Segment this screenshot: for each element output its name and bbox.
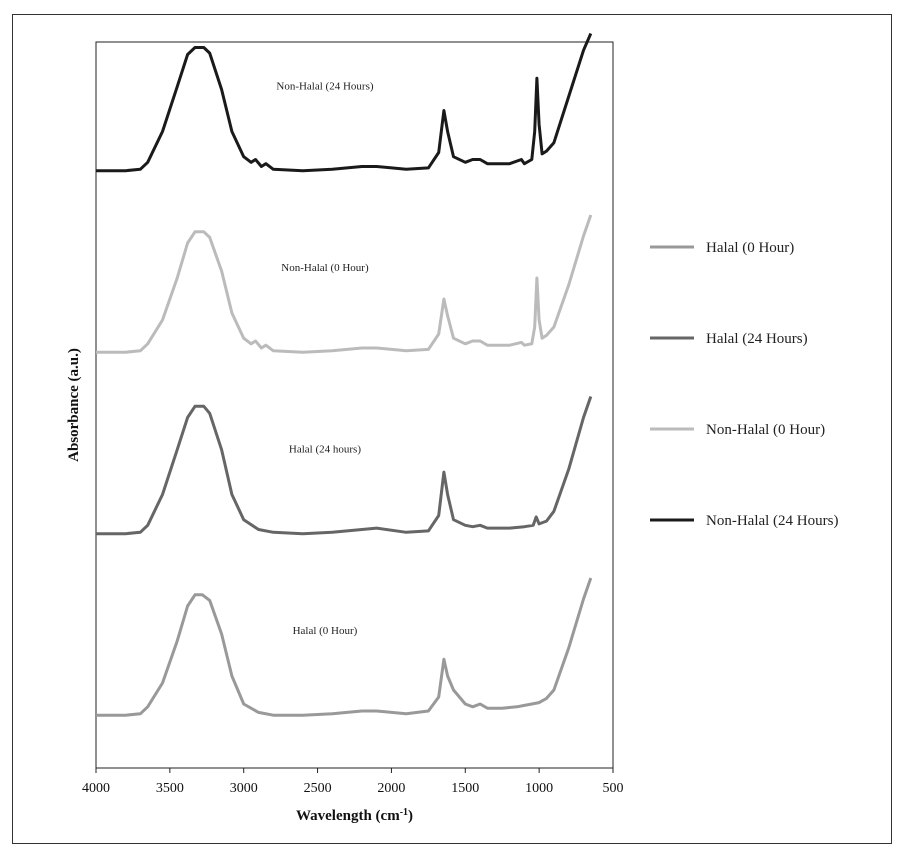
series-annotation-2: Halal (24 hours) bbox=[289, 444, 361, 456]
x-tick-label-3500: 3500 bbox=[156, 781, 184, 796]
series-annotation-3: Non-Halal (0 Hour) bbox=[281, 262, 369, 274]
x-tick-label-1500: 1500 bbox=[451, 781, 479, 796]
x-axis-title-close: ) bbox=[408, 808, 413, 824]
axes: 4000 3500 3000 2500 2000 1500 1000 500 bbox=[82, 41, 624, 796]
x-axis-title: Wavelength (cm-1) bbox=[296, 807, 413, 825]
x-tick-label-3000: 3000 bbox=[230, 781, 258, 796]
legend-label-1: Halal (0 Hour) bbox=[706, 240, 794, 256]
series-layer bbox=[96, 32, 593, 717]
legend-label-2: Halal (24 Hours) bbox=[706, 331, 808, 347]
series-annotation-4: Non-Halal (24 Hours) bbox=[276, 81, 373, 93]
x-tick-label-4000: 4000 bbox=[82, 781, 110, 796]
legend-label-4: Non-Halal (24 Hours) bbox=[706, 513, 838, 529]
plot-border bbox=[95, 41, 614, 769]
x-axis-title-main: Wavelength (cm bbox=[296, 808, 400, 824]
annotations: Halal (0 Hour) Halal (24 hours) Non-Halal … bbox=[276, 81, 373, 638]
series-line-4 bbox=[96, 32, 593, 173]
y-axis-title: Absorbance (a.u.) bbox=[66, 348, 82, 462]
series-line-1 bbox=[96, 577, 593, 717]
legend-label-3: Non-Halal (0 Hour) bbox=[706, 422, 825, 438]
x-tick-label-2000: 2000 bbox=[377, 781, 405, 796]
series-line-3 bbox=[96, 214, 593, 354]
x-tick-label-1000: 1000 bbox=[525, 781, 553, 796]
x-tick-label-500: 500 bbox=[603, 781, 624, 796]
series-line-2 bbox=[96, 396, 593, 536]
series-annotation-1: Halal (0 Hour) bbox=[293, 625, 358, 637]
x-axis-title-sup: -1 bbox=[400, 807, 408, 818]
x-tick-label-2500: 2500 bbox=[304, 781, 332, 796]
legend: Halal (0 Hour) Halal (24 Hours) Non-Halal … bbox=[650, 240, 838, 529]
